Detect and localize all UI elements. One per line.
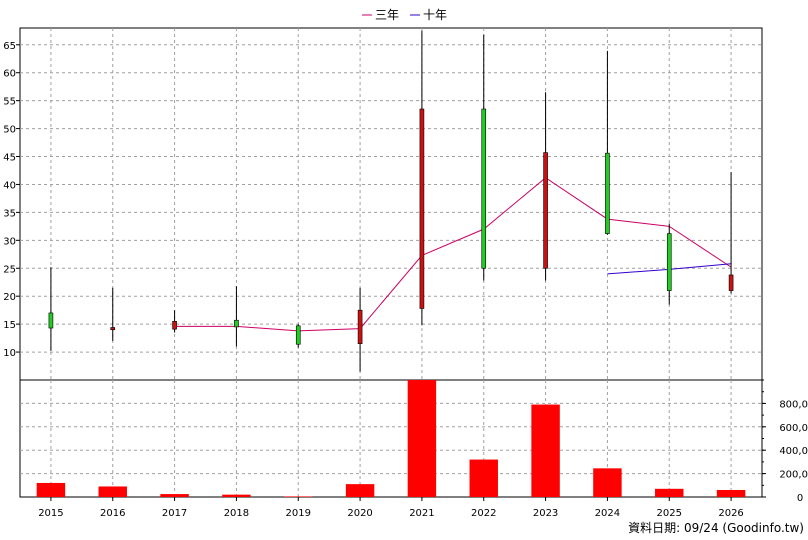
- legend: 三年 十年: [362, 8, 447, 22]
- price-tick-label: 50: [3, 125, 16, 136]
- candle-body: [543, 152, 548, 269]
- volume-bar: [407, 380, 437, 497]
- price-tick-label: 15: [3, 320, 16, 331]
- candle-body: [48, 312, 54, 329]
- line-series-三年: [174, 177, 732, 332]
- volume-tick-label: 400,000: [779, 446, 808, 457]
- volume-bar: [284, 496, 313, 497]
- price-tick-label: 45: [3, 153, 16, 164]
- volume-bar: [531, 404, 560, 497]
- candle-body: [295, 325, 301, 345]
- candle-body: [357, 309, 363, 344]
- data-date-note: 資料日期: 09/24 (Goodinfo.tw): [628, 521, 804, 535]
- legend-label: 十年: [423, 8, 447, 22]
- price-tick-label: 60: [3, 69, 16, 80]
- x-tick-label: 2019: [286, 508, 311, 519]
- volume-bar: [593, 468, 622, 497]
- volume-tick-label: 0: [797, 493, 803, 504]
- price-tick-label: 20: [3, 292, 16, 303]
- volume-bar: [160, 494, 189, 497]
- candle-body: [172, 321, 177, 330]
- price-tick-label: 65: [3, 41, 16, 52]
- price-tick-label: 25: [3, 264, 16, 275]
- x-tick-label: 2018: [224, 508, 249, 519]
- volume-bar: [655, 488, 684, 497]
- volume-tick-label: 800,000: [779, 399, 808, 410]
- volume-bar: [345, 484, 375, 497]
- x-tick-label: 2021: [409, 508, 434, 519]
- price-tick-label: 35: [3, 208, 16, 219]
- candle-body: [481, 108, 487, 269]
- price-tick-label: 40: [3, 180, 16, 191]
- volume-tick-label: 200,000: [779, 470, 808, 481]
- candle-body: [605, 152, 610, 234]
- x-tick-label: 2015: [38, 508, 63, 519]
- volume-panel: 0 200,000 400,000 600,000 800,000: [19, 379, 808, 504]
- volume-bar: [469, 459, 498, 497]
- candle-body: [419, 108, 425, 309]
- x-tick-label: 2022: [471, 508, 496, 519]
- candle-body: [110, 327, 116, 331]
- price-plot-area: [19, 27, 763, 381]
- x-axis: 2015 2016 2017 2018 2019 2020 2021 2022 2023 2024…: [38, 497, 744, 519]
- volume-bar: [36, 482, 66, 497]
- candle-body: [234, 319, 239, 328]
- volume-tick-label: 600,000: [779, 423, 808, 434]
- candle-body: [666, 233, 672, 291]
- x-tick-label: 2020: [347, 508, 372, 519]
- volume-bar: [222, 494, 251, 497]
- x-tick-label: 2024: [595, 508, 620, 519]
- volume-bar: [98, 486, 127, 497]
- price-panel: 10 15 20 25 30 35 40 45 50 55 60 65: [3, 27, 763, 381]
- x-tick-label: 2026: [718, 508, 743, 519]
- volume-bar: [716, 489, 746, 497]
- price-tick-label: 55: [3, 97, 16, 108]
- x-tick-label: 2016: [100, 508, 125, 519]
- legend-label: 三年: [375, 8, 399, 22]
- price-tick-label: 10: [3, 348, 16, 359]
- price-tick-label: 30: [3, 236, 16, 247]
- volume-plot-area: [19, 379, 763, 498]
- x-tick-label: 2017: [162, 508, 187, 519]
- x-tick-label: 2025: [657, 508, 682, 519]
- x-tick-label: 2023: [533, 508, 558, 519]
- candle-body: [728, 274, 734, 291]
